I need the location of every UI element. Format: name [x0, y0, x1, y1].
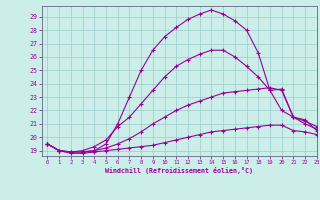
X-axis label: Windchill (Refroidissement éolien,°C): Windchill (Refroidissement éolien,°C) [105, 167, 253, 174]
